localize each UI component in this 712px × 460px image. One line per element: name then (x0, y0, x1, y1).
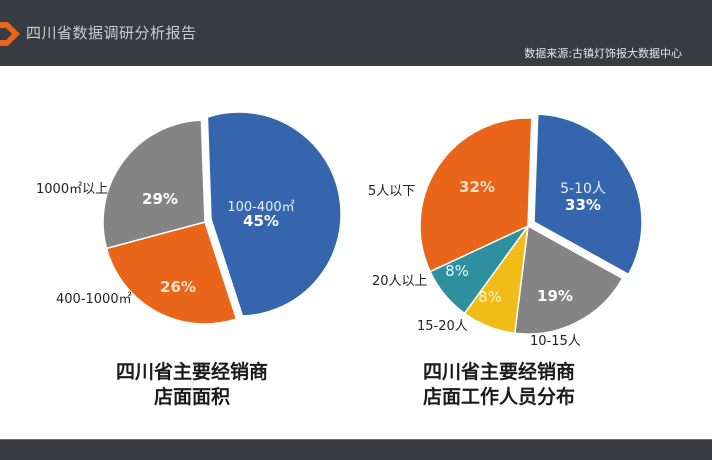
data-source: 数据来源:古镇灯饰报大数据中心 (524, 47, 682, 60)
label-20-plus: 20人以上 (372, 274, 428, 289)
pie-store-area (102, 111, 342, 325)
label-1000-plus: 1000㎡以上 (36, 182, 109, 197)
caption-staff-size-line1: 四川省主要经销商 (422, 361, 575, 383)
pct-10-15: 19% (537, 287, 573, 305)
label-15-20: 15-20人 (417, 319, 468, 334)
pct-1000-plus: 29% (142, 190, 178, 208)
caption-staff-size: 四川省主要经销商 店面工作人员分布 (404, 360, 594, 410)
report-title: 四川省数据调研分析报告 (26, 24, 197, 42)
report-header: 四川省数据调研分析报告 数据来源:古镇灯饰报大数据中心 (0, 0, 712, 66)
slice-under-5 (419, 117, 533, 273)
caption-staff-size-line2: 店面工作人员分布 (422, 386, 575, 408)
pct-15-20: 8% (478, 288, 502, 306)
pie-staff-size (419, 113, 643, 335)
label-100-400: 100-400㎡ (227, 200, 295, 215)
caption-store-area-line1: 四川省主要经销商 (115, 361, 268, 383)
label-10-15: 10-15人 (530, 334, 581, 349)
pct-under-5: 32% (459, 178, 495, 196)
logo-chevron-icon (0, 22, 20, 46)
label-under-5: 5人以下 (368, 184, 416, 199)
pie-charts (102, 111, 643, 335)
caption-store-area: 四川省主要经销商 店面面积 (97, 360, 287, 410)
pct-5-10: 33% (565, 196, 601, 214)
slice-10-15 (513, 224, 624, 335)
pct-20-plus: 8% (445, 262, 469, 280)
pct-400-1000: 26% (160, 278, 196, 296)
caption-store-area-line2: 店面面积 (153, 386, 230, 408)
pct-100-400: 45% (243, 212, 279, 230)
slice-1000-plus (102, 119, 206, 250)
slice-400-1000 (105, 221, 238, 325)
report-footer (0, 440, 712, 460)
slice-5-10 (533, 113, 643, 276)
slice-100-400 (206, 111, 342, 317)
label-400-1000: 400-1000㎡ (56, 292, 132, 307)
label-5-10: 5-10人 (560, 181, 606, 197)
footer-divider (0, 439, 712, 440)
